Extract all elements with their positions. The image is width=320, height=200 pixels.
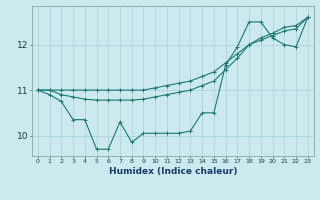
X-axis label: Humidex (Indice chaleur): Humidex (Indice chaleur) xyxy=(108,167,237,176)
